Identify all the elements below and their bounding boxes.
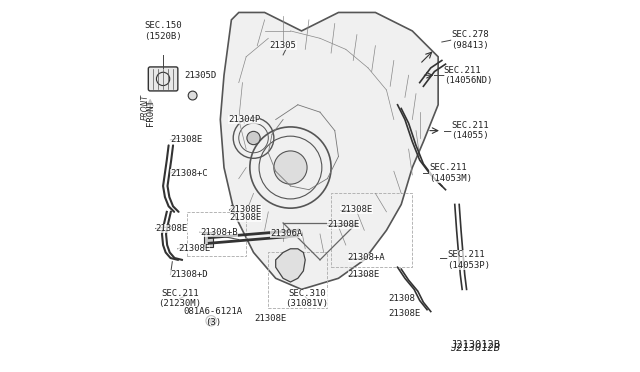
Text: 21308+C: 21308+C <box>170 169 208 177</box>
Circle shape <box>209 318 214 323</box>
Text: SEC.211
(21230M): SEC.211 (21230M) <box>158 289 201 308</box>
Text: SEC.211
(14053M): SEC.211 (14053M) <box>429 163 472 183</box>
Text: 21308E: 21308E <box>328 220 360 229</box>
Text: 21308E: 21308E <box>388 309 420 318</box>
Text: 21304P: 21304P <box>228 115 260 124</box>
Text: 21308+D: 21308+D <box>170 270 208 279</box>
FancyBboxPatch shape <box>204 232 213 247</box>
Text: SEC.211
(14055): SEC.211 (14055) <box>451 121 489 140</box>
Text: 21305D: 21305D <box>184 71 216 80</box>
Text: SEC.150
(1520B): SEC.150 (1520B) <box>144 21 182 41</box>
Text: SEC.211
(14053P): SEC.211 (14053P) <box>447 250 490 270</box>
Text: 21308+B: 21308+B <box>200 228 237 237</box>
Text: J213012B: J213012B <box>450 340 500 350</box>
Text: 21308E: 21308E <box>178 244 210 253</box>
Text: 21308E: 21308E <box>340 205 372 215</box>
Text: 21308E: 21308E <box>230 213 262 222</box>
Text: 21308+A: 21308+A <box>348 253 385 263</box>
Text: 21306A: 21306A <box>270 230 303 238</box>
Text: 081A6-6121A
(3): 081A6-6121A (3) <box>184 307 243 327</box>
Text: 21308E: 21308E <box>254 314 286 323</box>
Text: 21305: 21305 <box>269 41 296 50</box>
Polygon shape <box>276 249 305 282</box>
Circle shape <box>247 131 260 145</box>
Text: J213012B: J213012B <box>450 343 500 353</box>
Text: SEC.211
(14056ND): SEC.211 (14056ND) <box>444 65 492 85</box>
Circle shape <box>188 91 197 100</box>
Text: 21308E: 21308E <box>156 224 188 233</box>
Text: SEC.278
(98413): SEC.278 (98413) <box>451 31 489 50</box>
Polygon shape <box>220 13 438 289</box>
Circle shape <box>274 151 307 184</box>
Text: 21308: 21308 <box>388 294 415 303</box>
Text: 21308E: 21308E <box>348 270 380 279</box>
FancyBboxPatch shape <box>148 67 178 91</box>
Text: SEC.310
(31081V): SEC.310 (31081V) <box>285 289 328 308</box>
Text: 21308E: 21308E <box>230 205 262 215</box>
Text: FRONT: FRONT <box>141 94 150 120</box>
Text: 21308E: 21308E <box>170 135 203 144</box>
Text: FRONT: FRONT <box>146 99 155 126</box>
